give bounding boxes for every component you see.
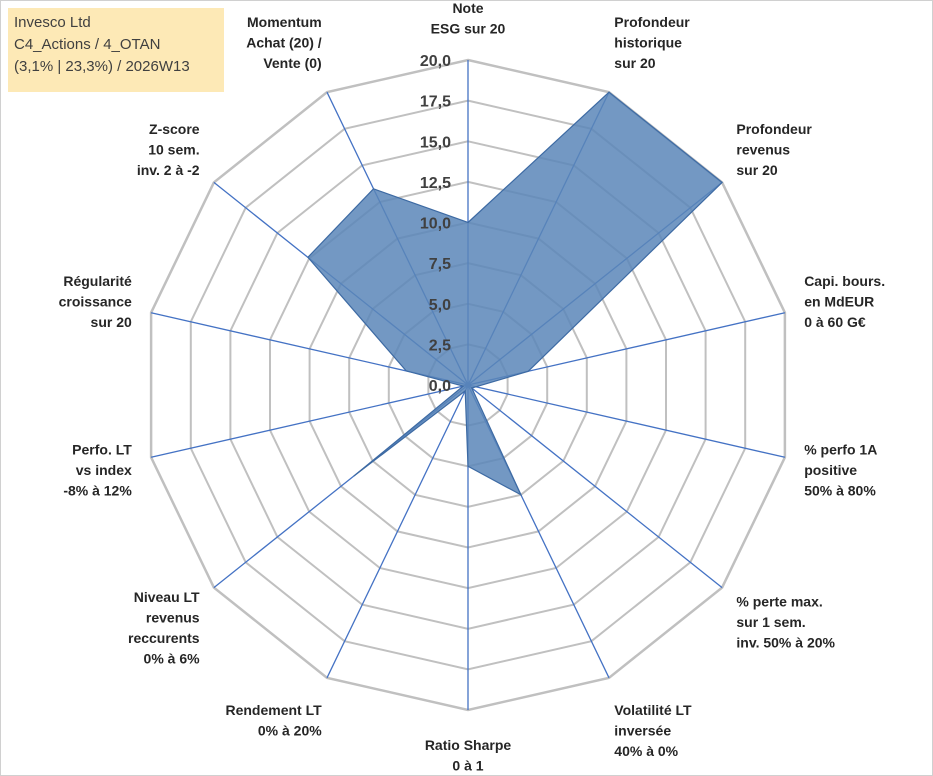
axis-label-line: Rendement LT xyxy=(225,702,322,718)
axis-label-line: Profondeur xyxy=(614,14,690,30)
axis-spoke-6 xyxy=(467,384,723,589)
axis-label-line: revenus xyxy=(146,609,200,625)
axis-label-line: sur 20 xyxy=(736,162,777,178)
axis-label-line: Régularité xyxy=(63,273,132,289)
tick-label: 20,0 xyxy=(420,53,451,70)
axis-label-14: Momentum Achat (20) / Vente (0) xyxy=(246,14,322,71)
axis-label-13: Z-score 10 sem. inv. 2 à -2 xyxy=(137,121,200,178)
axis-label-line: -8% à 12% xyxy=(63,483,132,499)
info-box: Invesco Ltd C4_Actions / 4_OTAN (3,1% | … xyxy=(8,8,224,92)
axis-label-11: Perfo. LT vs index -8% à 12% xyxy=(63,442,132,499)
axis-label-line: revenus xyxy=(736,142,790,158)
tick-label: 15,0 xyxy=(420,134,451,151)
tick-label: 0,0 xyxy=(429,378,451,395)
axis-label-8: Ratio Sharpe 0 à 1 xyxy=(425,737,512,774)
axis-label-line: sur 20 xyxy=(91,314,132,330)
axis-label-1: Note ESG sur 20 xyxy=(431,0,506,37)
axis-spoke-11 xyxy=(150,384,469,458)
tick-label: 5,0 xyxy=(429,297,451,314)
axis-label-12: Régularité croissance sur 20 xyxy=(59,273,132,330)
period-label: (3,1% | 23,3%) / 2026W13 xyxy=(14,58,190,75)
axis-label-line: positive xyxy=(804,462,857,478)
axis-label-6: % perte max. sur 1 sem. inv. 50% à 20% xyxy=(736,593,835,650)
axis-label-line: reccurents xyxy=(128,630,200,646)
axis-label-line: 10 sem. xyxy=(148,142,199,158)
axis-label-line: Vente (0) xyxy=(263,55,321,71)
axis-label-line: Perfo. LT xyxy=(72,442,132,458)
axis-label-line: historique xyxy=(614,35,682,51)
axis-label-line: % perte max. xyxy=(736,593,822,609)
tick-label: 7,5 xyxy=(429,256,451,273)
tick-label: 2,5 xyxy=(429,337,451,354)
axis-label-line: 0% à 6% xyxy=(144,650,201,666)
tick-label: 12,5 xyxy=(420,175,451,192)
axis-label-7: Volatilité LT inversée 40% à 0% xyxy=(614,702,692,759)
axis-label-line: 0% à 20% xyxy=(258,723,322,739)
axis-label-line: Profondeur xyxy=(736,121,812,137)
axis-label-2: Profondeur historique sur 20 xyxy=(614,14,690,71)
category-label: C4_Actions / 4_OTAN xyxy=(14,36,161,53)
axis-label-line: sur 20 xyxy=(614,55,655,71)
tick-label: 17,5 xyxy=(420,94,451,111)
axis-label-line: Capi. bours. xyxy=(804,273,885,289)
axis-label-line: Ratio Sharpe xyxy=(425,737,512,753)
axis-label-line: Volatilité LT xyxy=(614,702,692,718)
axis-spoke-5 xyxy=(467,384,786,458)
axis-label-line: Note xyxy=(452,0,483,16)
axis-label-line: Achat (20) / xyxy=(246,35,322,51)
axis-label-5: % perfo 1A positive 50% à 80% xyxy=(804,442,877,499)
axis-label-line: inv. 2 à -2 xyxy=(137,162,200,178)
axis-label-line: inversée xyxy=(614,723,671,739)
axis-label-line: 0 à 1 xyxy=(452,758,483,774)
axis-label-line: croissance xyxy=(59,294,132,310)
radial-tick-labels: 0,0 2,5 5,0 7,5 10,0 12,5 15,0 17,5 20,0 xyxy=(420,53,451,395)
axis-label-line: Z-score xyxy=(149,121,200,137)
axis-label-line: en MdEUR xyxy=(804,294,874,310)
axis-label-3: Profondeur revenus sur 20 xyxy=(736,121,812,178)
axis-label-line: Momentum xyxy=(247,14,322,30)
radar-series xyxy=(307,91,724,497)
axis-labels: Note ESG sur 20 Profondeur historique sur 20… xyxy=(59,0,885,774)
axis-label-line: % perfo 1A xyxy=(804,442,877,458)
axis-label-10: Niveau LT revenus reccurents 0% à 6% xyxy=(128,589,200,667)
axis-label-9: Rendement LT 0% à 20% xyxy=(225,702,322,739)
axis-label-line: 0 à 60 G€ xyxy=(804,314,866,330)
axis-label-line: Niveau LT xyxy=(134,589,200,605)
axis-spoke-9 xyxy=(326,384,469,679)
axis-label-line: vs index xyxy=(76,462,132,478)
axis-label-line: sur 1 sem. xyxy=(736,614,805,630)
axis-label-4: Capi. bours. en MdEUR 0 à 60 G€ xyxy=(804,273,885,330)
axis-label-line: 40% à 0% xyxy=(614,743,678,759)
company-name: Invesco Ltd xyxy=(14,14,91,31)
tick-label: 10,0 xyxy=(420,216,451,233)
axis-label-line: 50% à 80% xyxy=(804,483,876,499)
axis-label-line: inv. 50% à 20% xyxy=(736,634,835,650)
axis-label-line: ESG sur 20 xyxy=(431,21,506,37)
